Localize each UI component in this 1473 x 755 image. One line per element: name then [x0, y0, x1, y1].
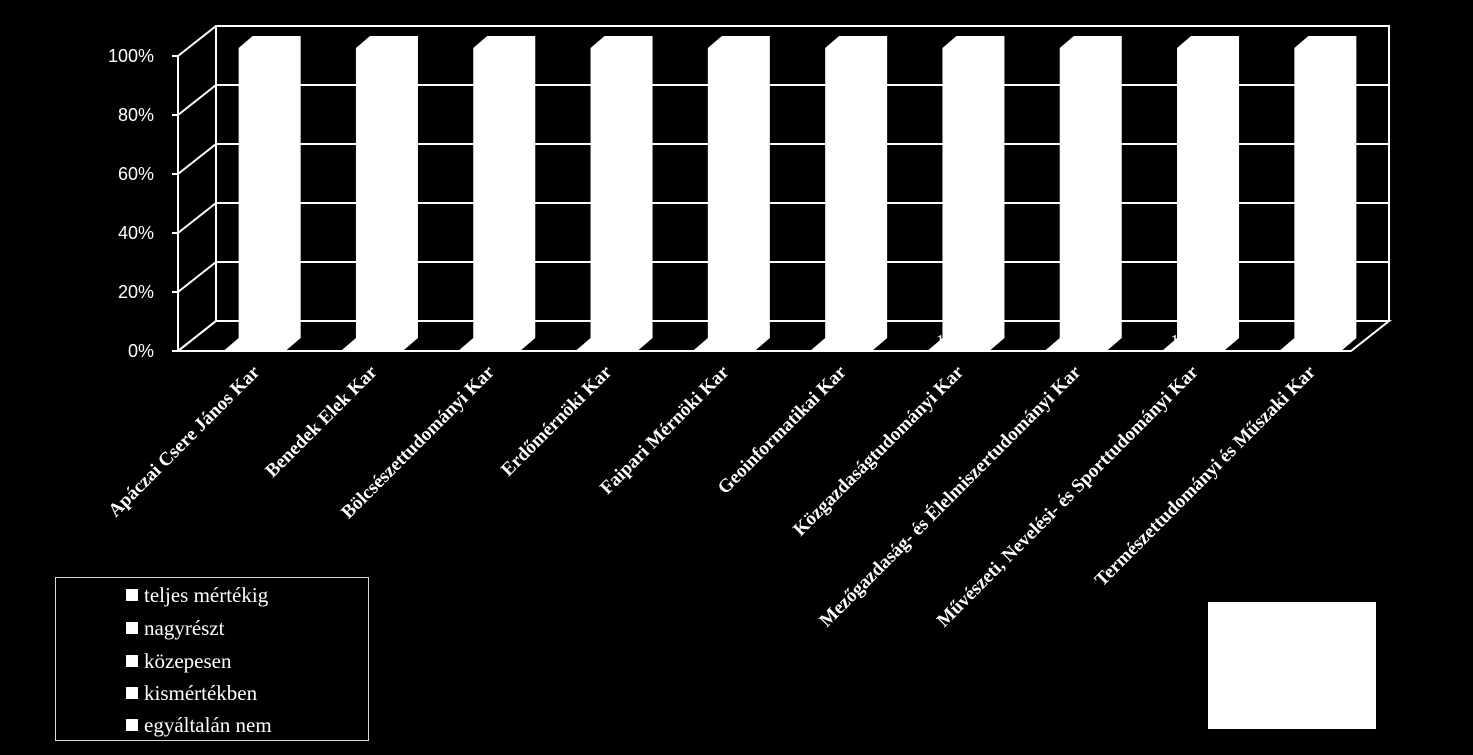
legend-item-nagyreszt: nagyrészt	[126, 615, 225, 640]
bar	[825, 48, 888, 338]
legend-item-kozepesen: közepesen	[126, 648, 232, 673]
bar	[1294, 48, 1357, 338]
legend-item-teljes-mertekig: teljes mértékig	[126, 582, 269, 607]
bar-bottom	[1163, 338, 1240, 350]
bar-bottom	[341, 338, 418, 350]
data-label: 1.0%	[936, 331, 974, 351]
y-tick-label: 0%	[128, 341, 154, 361]
bar-top	[473, 36, 536, 48]
legend-swatch	[126, 719, 138, 731]
legend-label: teljes mértékig	[144, 582, 269, 607]
data-label: 1.3%	[1170, 331, 1208, 351]
x-tick-label: Művészeti, Nevelési- és Sporttudományi K…	[933, 361, 1203, 631]
bar-top	[825, 36, 888, 48]
y-tick-label: 80%	[118, 105, 154, 125]
gridline-side	[177, 202, 217, 234]
x-tick-label: Természettudományi és Műszaki Kar	[1091, 361, 1320, 590]
bar-layer	[224, 36, 1357, 350]
bar-top	[590, 36, 653, 48]
x-tick-label: Erdőmérnöki Kar	[497, 361, 616, 480]
bar-bottom	[224, 338, 301, 350]
y-tick-label: 100%	[108, 46, 154, 66]
bar-bottom	[576, 338, 653, 350]
legend-label: nagyrészt	[144, 615, 225, 640]
x-tick-label: Benedek Elek Kar	[261, 361, 381, 481]
gridline-side	[177, 143, 217, 175]
bar-top	[942, 36, 1005, 48]
bar	[707, 48, 770, 338]
bar	[473, 48, 536, 338]
bar	[590, 48, 653, 338]
bar-bottom	[811, 338, 888, 350]
bar-top	[355, 36, 418, 48]
bar	[1059, 48, 1122, 338]
bar-top	[1059, 36, 1122, 48]
gridline-side	[177, 84, 217, 116]
bar-bottom	[928, 338, 1005, 350]
legend-item-kismertekben: kismértékben	[126, 680, 258, 705]
bar	[238, 48, 301, 338]
bar-bottom	[1045, 338, 1122, 350]
y-tick-label: 20%	[118, 282, 154, 302]
x-tick-label: Geoinformatikai Kar	[714, 361, 851, 498]
legend-label: közepesen	[144, 648, 232, 673]
x-tick-label: Apáczai Csere János Kar	[104, 361, 264, 521]
bar-bottom	[693, 338, 770, 350]
legend-label: egyáltalán nem	[144, 712, 272, 737]
x-tick-label: Mezőgazdaság- és Élelmiszertudományi Kar	[815, 361, 1086, 632]
legend-swatch	[126, 687, 138, 699]
legend-swatch	[126, 589, 138, 601]
blank-white-box	[1208, 602, 1376, 729]
legend-swatch	[126, 655, 138, 667]
bar-top	[238, 36, 301, 48]
legend-item-egyaltalan-nem: egyáltalán nem	[126, 712, 272, 737]
bar-top	[1177, 36, 1240, 48]
y-tick-label: 40%	[118, 223, 154, 243]
gridline-side	[177, 261, 217, 293]
bar	[355, 48, 418, 338]
x-tick-label: Faipari Mérnöki Kar	[596, 361, 734, 499]
y-tick-label: 60%	[118, 164, 154, 184]
bar	[1177, 48, 1240, 338]
bar-bottom	[1280, 338, 1357, 350]
legend-label: kismértékben	[144, 680, 258, 705]
chart-legend: teljes mértékig nagyrészt közepesen kism…	[55, 577, 369, 741]
legend-swatch	[126, 622, 138, 634]
bar-bottom	[459, 338, 536, 350]
plot-floor	[175, 320, 1392, 352]
bar	[942, 48, 1005, 338]
bar-top	[707, 36, 770, 48]
bar-top	[1294, 36, 1357, 48]
axis-layer: 0% 20% 40% 60% 80% 100%	[108, 46, 1392, 361]
gridline-side	[177, 25, 217, 57]
